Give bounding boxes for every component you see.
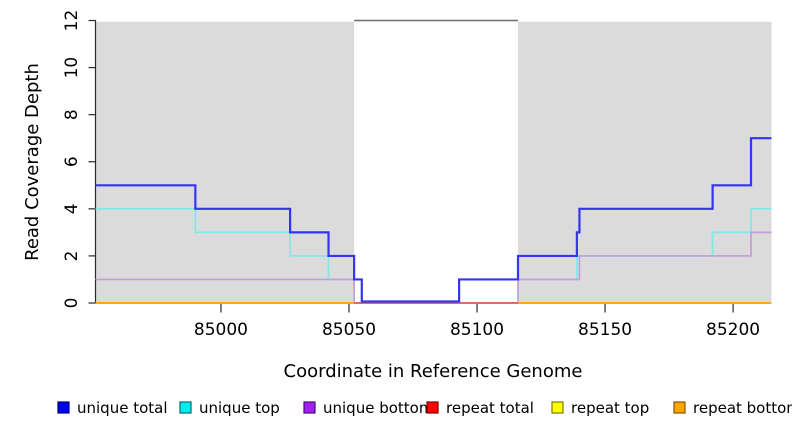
legend-swatch-unique-bottom — [303, 401, 316, 414]
x-tick-label: 85050 — [322, 320, 376, 340]
shaded-regions-layer — [95, 19, 772, 304]
y-axis-title: Read Coverage Depth — [22, 63, 43, 261]
x-tick-label: 85100 — [450, 320, 504, 340]
legend-label: unique top — [199, 399, 280, 417]
legend-label: repeat top — [571, 399, 649, 417]
legend-swatch-unique-total — [57, 401, 70, 414]
legend-swatch-repeat-bottom — [673, 401, 686, 414]
legend: unique total unique top unique bottom repea… — [57, 399, 792, 417]
series-lines-layer — [95, 137, 772, 304]
legend-label: unique bottom — [323, 399, 433, 417]
y-tick-label: 10 — [62, 57, 82, 79]
legend-swatch-repeat-total — [426, 401, 439, 414]
y-tick-label: 12 — [62, 10, 82, 32]
y-tick-label: 2 — [62, 251, 82, 262]
x-axis-title: Coordinate in Reference Genome — [284, 361, 583, 382]
x-tick-label: 85150 — [578, 320, 632, 340]
y-tick-label: 4 — [62, 203, 82, 214]
legend-label: repeat total — [446, 399, 534, 417]
legend-swatch-repeat-top — [551, 401, 564, 414]
axes-layer: 0 2 4 6 8 10 12 85000 85050 85100 85150 85200 — [62, 10, 772, 340]
y-tick-label: 8 — [62, 109, 82, 120]
series-line-unique-total — [95, 137, 772, 303]
legend-label: repeat bottom — [693, 399, 792, 417]
shaded-region — [95, 21, 355, 304]
legend-swatch-unique-top — [179, 401, 192, 414]
x-tick-label: 85000 — [194, 320, 248, 340]
shaded-region — [518, 21, 772, 304]
x-tick-label: 85200 — [706, 320, 760, 340]
y-tick-label: 0 — [62, 298, 82, 309]
series-line-unique-bottom — [95, 231, 772, 304]
legend-label: unique total — [77, 399, 168, 417]
y-tick-label: 6 — [62, 156, 82, 167]
